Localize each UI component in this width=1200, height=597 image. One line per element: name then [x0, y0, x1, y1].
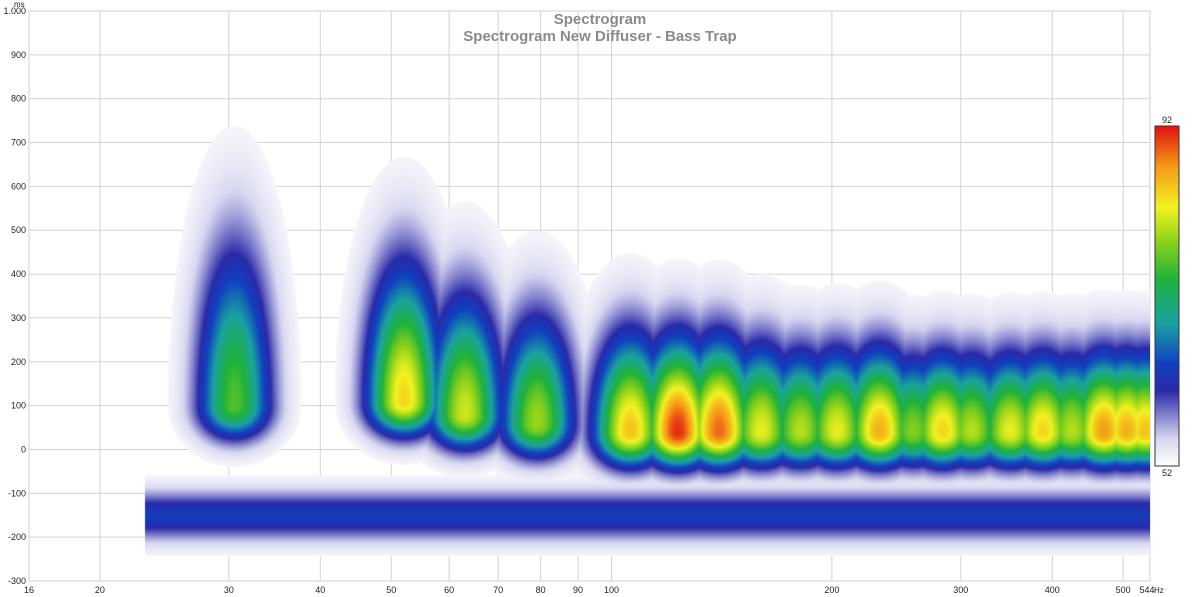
y-tick-label: 100: [11, 401, 26, 411]
x-tick-label: 20: [95, 585, 105, 595]
y-tick-label: 400: [11, 269, 26, 279]
chart-title: Spectrogram: [554, 11, 647, 28]
y-tick-label: 200: [11, 357, 26, 367]
y-tick-label: 500: [11, 225, 26, 235]
x-tick-label: 500: [1116, 585, 1131, 595]
colorbar-min-label: 52: [1162, 468, 1172, 478]
x-tick-label: 70: [493, 585, 503, 595]
y-tick-label: 900: [11, 50, 26, 60]
x-tick-label: 80: [536, 585, 546, 595]
x-tick-label: 16: [24, 585, 34, 595]
x-unit-label: Hz: [1154, 586, 1164, 595]
y-axis-ticks: -300 -200 -100 0 100 200 300 400 500 600 700 800 900…: [3, 6, 26, 586]
colorbar-max-label: 92: [1162, 115, 1172, 125]
x-tick-label: 30: [224, 585, 234, 595]
y-unit-label: ms: [14, 0, 25, 9]
y-tick-label: 700: [11, 138, 26, 148]
y-tick-label: -200: [8, 532, 26, 542]
x-tick-label: 200: [824, 585, 839, 595]
x-tick-label: 400: [1045, 585, 1060, 595]
y-tick-label: 300: [11, 313, 26, 323]
x-tick-label: 60: [444, 585, 454, 595]
chart-subtitle: Spectrogram New Diffuser - Bass Trap: [463, 28, 736, 45]
y-tick-label: 0: [21, 444, 26, 454]
x-tick-label: 90: [573, 585, 583, 595]
y-tick-label: 600: [11, 181, 26, 191]
y-tick-label: -100: [8, 488, 26, 498]
x-tick-label: 50: [386, 585, 396, 595]
y-tick-label: 800: [11, 94, 26, 104]
y-tick-label: 1.000: [3, 6, 26, 16]
x-tick-label: 100: [604, 585, 619, 595]
x-tick-label: 300: [953, 585, 968, 595]
spectrogram-heatmap: [29, 11, 1150, 581]
x-axis-ticks: 16 20 30 40 50 60 70 80 90 100 200 300 400 500 544: [24, 585, 1155, 595]
colorbar: [1154, 125, 1180, 467]
y-tick-label: -300: [8, 576, 26, 586]
x-tick-label: 544: [1139, 585, 1154, 595]
x-tick-label: 40: [315, 585, 325, 595]
